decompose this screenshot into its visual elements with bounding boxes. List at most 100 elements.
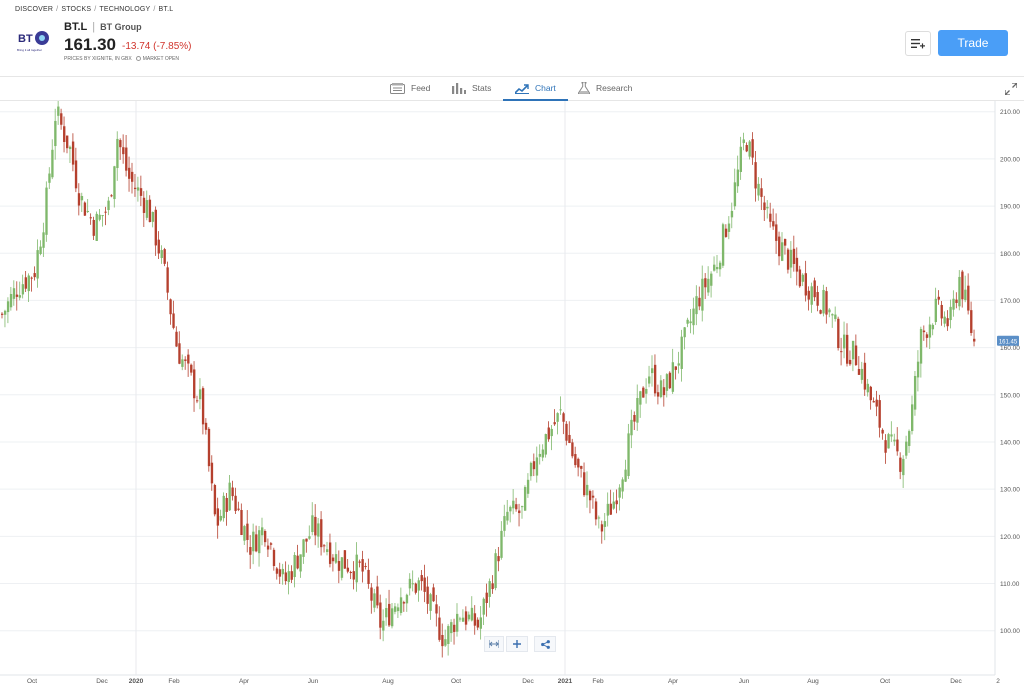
candle-body bbox=[958, 276, 961, 307]
candle-body bbox=[89, 217, 92, 219]
candle-body bbox=[178, 343, 181, 364]
logo-text: BT bbox=[18, 33, 33, 45]
candle-body bbox=[343, 550, 347, 569]
candle-body bbox=[104, 211, 107, 213]
candle-body bbox=[323, 545, 326, 547]
candle-body bbox=[246, 523, 249, 540]
instrument-header: DISCOVER / STOCKS / TECHNOLOGY / BT.L BT Bring… bbox=[0, 0, 1024, 77]
add-to-watchlist-button[interactable] bbox=[905, 31, 931, 56]
breadcrumb: DISCOVER / STOCKS / TECHNOLOGY / BT.L bbox=[15, 6, 174, 13]
candle-body bbox=[367, 569, 370, 584]
expand-icon bbox=[1004, 82, 1018, 96]
candle-body bbox=[819, 310, 822, 314]
candle-body bbox=[943, 316, 946, 324]
candle-body bbox=[122, 147, 125, 155]
candle-body bbox=[36, 250, 39, 279]
candle-body bbox=[119, 140, 122, 148]
candle-body bbox=[781, 242, 784, 261]
candle-body bbox=[718, 262, 722, 270]
instrument-tabs: Feed Stats Chart Research bbox=[0, 76, 1024, 101]
candle-body bbox=[249, 547, 252, 555]
tab-stats[interactable]: Stats bbox=[452, 76, 491, 100]
candle-body bbox=[420, 575, 423, 582]
candle-body bbox=[497, 556, 500, 562]
chart-reset-button[interactable] bbox=[484, 636, 504, 652]
breadcrumb-stocks[interactable]: STOCKS bbox=[61, 6, 92, 13]
candle-body bbox=[506, 511, 509, 521]
candle-body bbox=[591, 495, 595, 498]
candle-body bbox=[358, 561, 361, 563]
candle-body bbox=[435, 604, 438, 614]
candle-body bbox=[515, 504, 518, 510]
y-tick-label: 160.00 bbox=[1000, 345, 1020, 352]
y-tick-label: 190.00 bbox=[1000, 204, 1020, 211]
candle-body bbox=[778, 236, 781, 257]
candle-body bbox=[352, 571, 355, 580]
x-tick-label: Dec bbox=[96, 678, 108, 685]
candle-body bbox=[890, 434, 893, 437]
candle-body bbox=[261, 527, 264, 536]
candle-body bbox=[376, 586, 379, 606]
tab-feed[interactable]: Feed bbox=[390, 76, 430, 100]
trade-button[interactable]: Trade bbox=[938, 30, 1008, 56]
candle-body bbox=[680, 336, 683, 369]
candle-body bbox=[713, 264, 716, 271]
candle-body bbox=[550, 428, 553, 437]
candle-body bbox=[110, 195, 113, 197]
candle-body bbox=[526, 479, 530, 494]
chart-share-button[interactable] bbox=[534, 636, 556, 652]
candle-body bbox=[151, 211, 155, 222]
candle-body bbox=[704, 278, 707, 288]
candle-body bbox=[710, 273, 713, 286]
candle-body bbox=[30, 277, 33, 279]
candle-body bbox=[523, 487, 527, 511]
candle-body bbox=[603, 521, 607, 527]
tab-research[interactable]: Research bbox=[578, 76, 632, 100]
candle-body bbox=[207, 428, 211, 467]
candle-body bbox=[116, 138, 119, 169]
x-tick-label: Feb bbox=[592, 678, 604, 685]
breadcrumb-technology[interactable]: TECHNOLOGY bbox=[99, 6, 151, 13]
candle-body bbox=[668, 372, 672, 389]
candle-body bbox=[266, 545, 270, 550]
candle-body bbox=[160, 250, 163, 259]
candle-body bbox=[402, 602, 406, 604]
candle-body bbox=[414, 583, 417, 593]
candle-body bbox=[388, 603, 391, 626]
chart-zoom-in-button[interactable] bbox=[506, 636, 528, 652]
fullscreen-button[interactable] bbox=[1004, 82, 1018, 100]
candle-body bbox=[869, 386, 872, 401]
candle-body bbox=[184, 359, 187, 361]
y-tick-label: 210.00 bbox=[1000, 109, 1020, 116]
candle-body bbox=[60, 113, 63, 125]
candle-body bbox=[128, 167, 131, 179]
candle-body bbox=[269, 543, 273, 545]
candle-body bbox=[426, 586, 429, 604]
candle-body bbox=[913, 375, 917, 410]
candle-body bbox=[887, 434, 890, 449]
candle-body bbox=[240, 509, 243, 536]
candle-body bbox=[450, 622, 453, 634]
price-chart[interactable]: 100.00 110.00 120.00 130.00 140.00 150.00 160.… bbox=[0, 101, 1024, 687]
candle-body bbox=[172, 313, 175, 328]
candle-body bbox=[875, 399, 878, 407]
candle-body bbox=[231, 487, 234, 497]
candle-body bbox=[721, 224, 725, 266]
candle-body bbox=[346, 567, 350, 572]
candle-body bbox=[896, 439, 899, 452]
candle-body bbox=[872, 401, 875, 403]
candle-body bbox=[538, 453, 542, 457]
candle-body bbox=[878, 400, 881, 428]
tab-chart[interactable]: Chart bbox=[503, 76, 568, 101]
candle-body bbox=[633, 415, 636, 422]
candle-body bbox=[645, 388, 648, 394]
stats-icon bbox=[452, 82, 466, 94]
breadcrumb-discover[interactable]: DISCOVER bbox=[15, 6, 54, 13]
candle-body bbox=[798, 269, 802, 287]
candle-body bbox=[905, 441, 908, 456]
y-tick-label: 110.00 bbox=[1000, 581, 1020, 588]
candle-body bbox=[479, 617, 482, 629]
candle-body bbox=[804, 273, 807, 296]
candle-body bbox=[949, 306, 952, 321]
candle-body bbox=[813, 280, 816, 298]
